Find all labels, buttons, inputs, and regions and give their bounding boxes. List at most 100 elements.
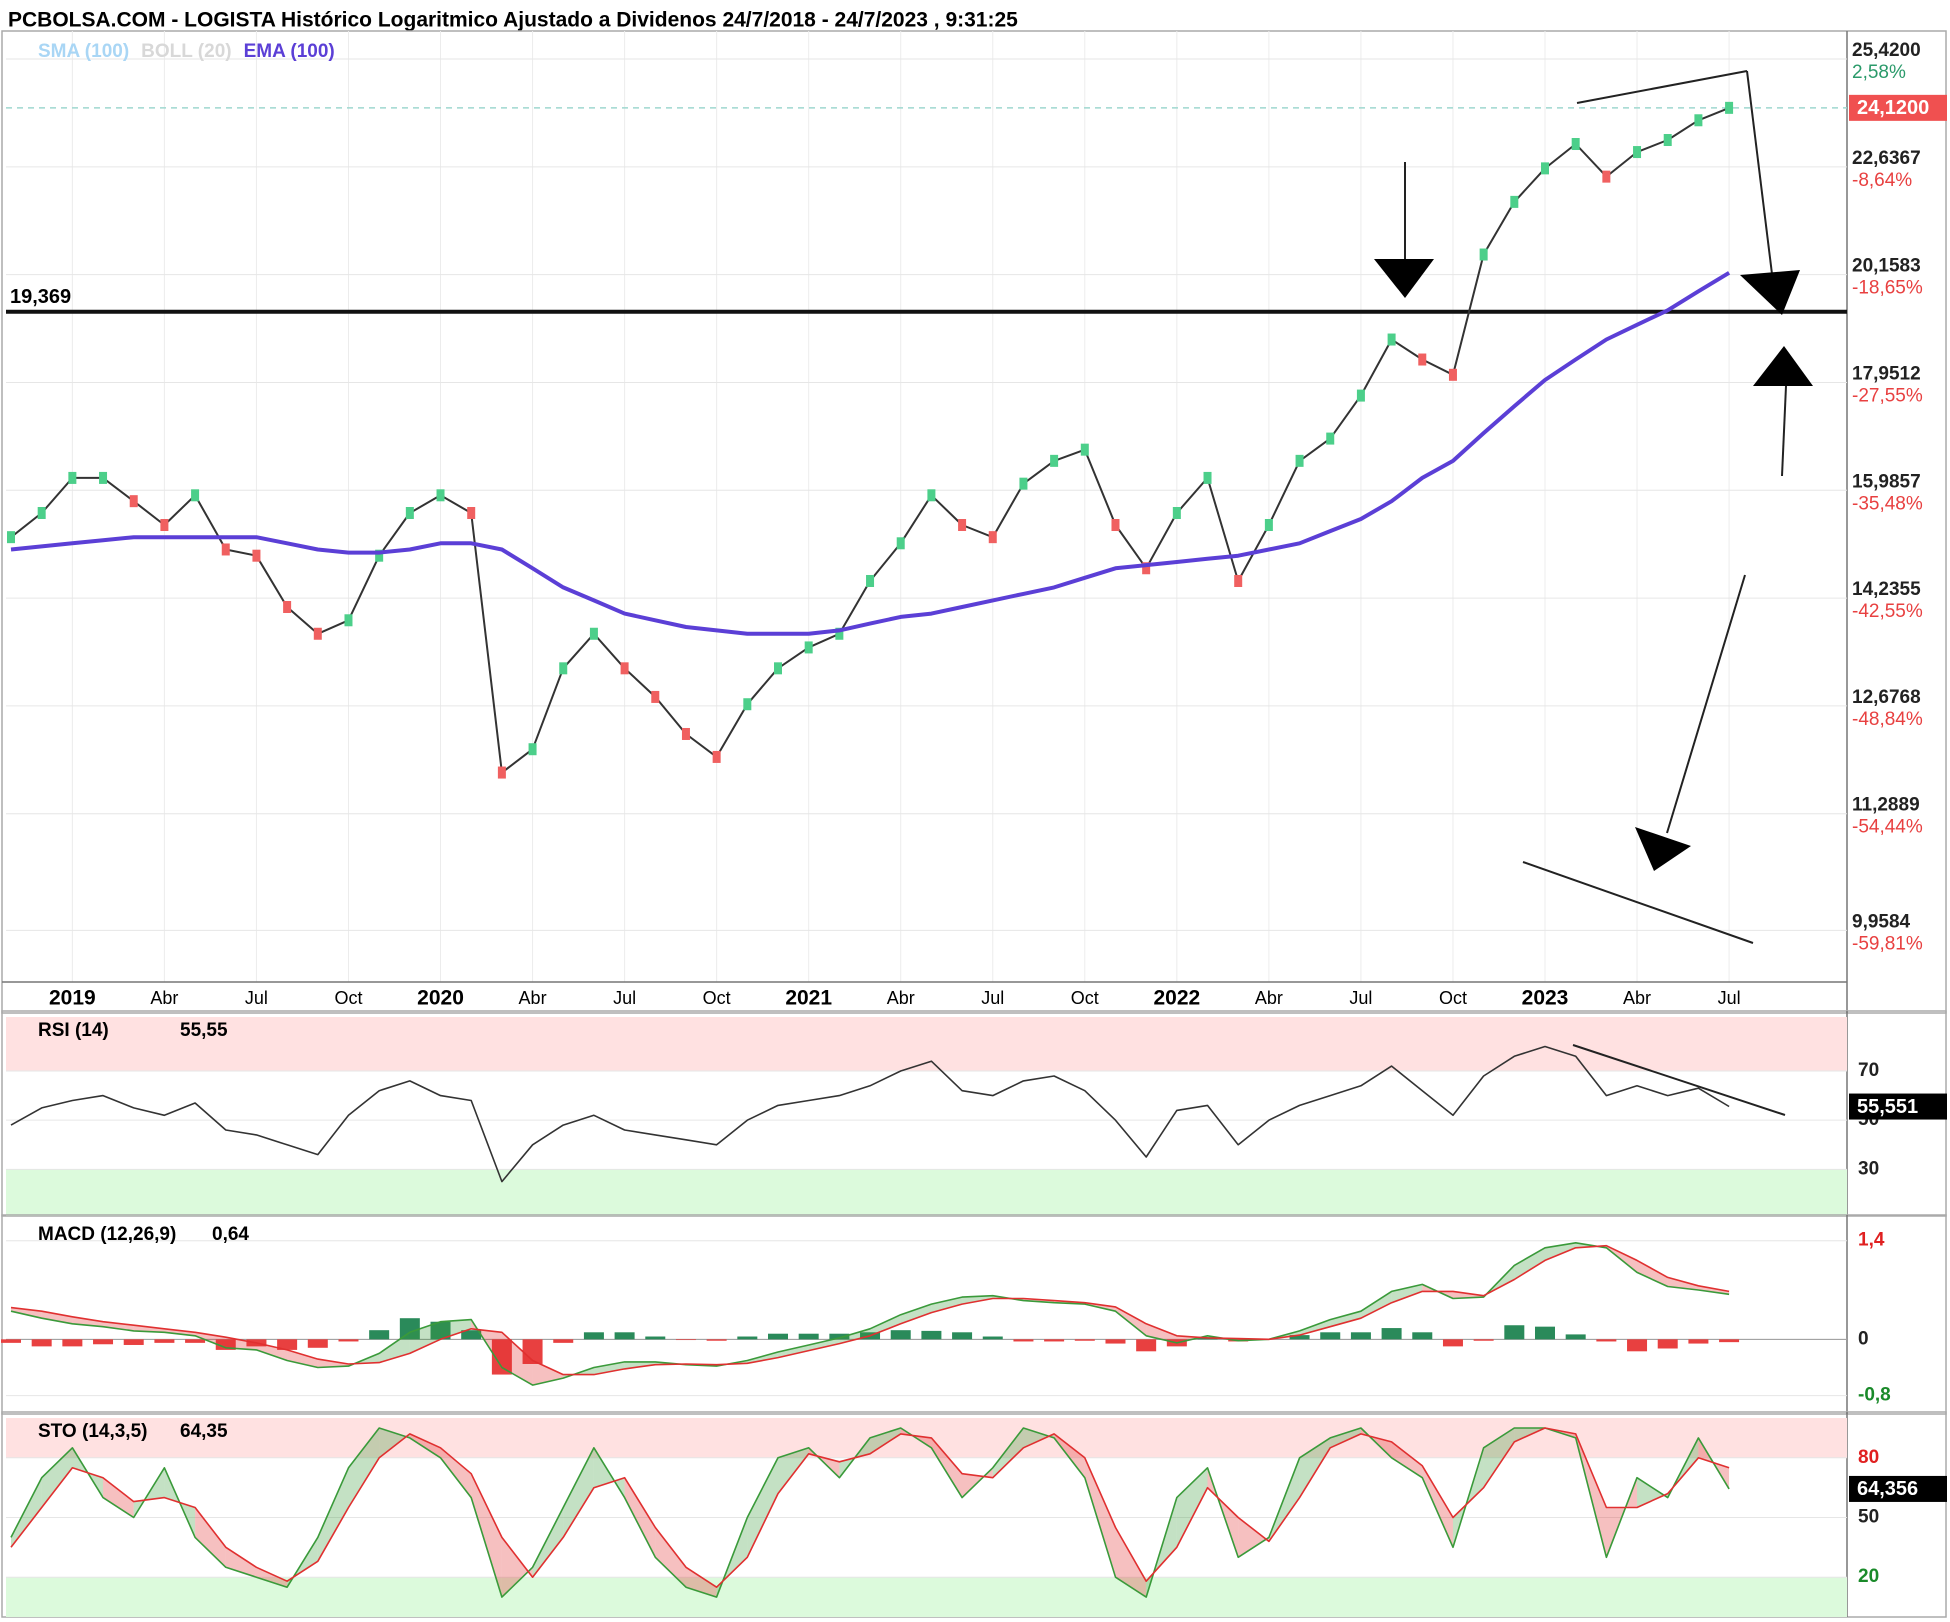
x-tick-label: Abr — [1255, 988, 1283, 1008]
histogram-bar — [553, 1339, 574, 1343]
cross-fill — [317, 1359, 349, 1368]
arrow-shaft — [1781, 385, 1787, 477]
histogram-bar — [890, 1330, 911, 1340]
histogram-bar — [461, 1330, 482, 1340]
y-tick-label: 9,9584 — [1852, 911, 1911, 932]
price-line — [10, 106, 1730, 774]
y-tick-change: -8,64% — [1852, 170, 1912, 191]
arrow-head — [1374, 259, 1434, 298]
histogram-bar — [185, 1339, 206, 1343]
histogram-bar — [369, 1330, 390, 1340]
cross-fill — [225, 1337, 257, 1350]
cross-fill — [870, 1427, 901, 1454]
indicator-value: 55,55 — [180, 1020, 228, 1041]
price-candle — [774, 662, 782, 675]
y-tick-label: 70 — [1858, 1060, 1879, 1081]
price-candle — [1050, 454, 1059, 467]
cross-fill — [1115, 1527, 1147, 1598]
cross-fill — [317, 1467, 349, 1562]
cross-fill — [532, 1507, 564, 1578]
x-tick-label: Jul — [245, 988, 268, 1008]
cross-fill — [1422, 1465, 1453, 1548]
histogram-bar — [1320, 1332, 1341, 1340]
price-candle — [896, 537, 905, 550]
histogram-bar — [154, 1339, 175, 1343]
price-candle — [1203, 471, 1212, 484]
histogram-bar — [675, 1339, 696, 1341]
histogram-bar — [921, 1330, 942, 1340]
price-candle — [1510, 195, 1519, 208]
cross-fill — [931, 1297, 963, 1313]
cross-fill — [1176, 1467, 1208, 1548]
cross-fill — [164, 1328, 196, 1336]
oversold-zone — [6, 1169, 1847, 1216]
price-candle — [1172, 507, 1181, 520]
histogram-bar — [1, 1339, 21, 1343]
legend-item: SMA (100) — [38, 41, 129, 62]
histogram-bar — [215, 1339, 236, 1350]
y-tick-label: 80 — [1858, 1447, 1879, 1468]
arrow-shaft — [1666, 574, 1746, 834]
cross-fill — [103, 1477, 134, 1518]
cross-fill — [1391, 1284, 1423, 1303]
panel-frame — [1, 1214, 1947, 1415]
arrow-head — [1635, 827, 1691, 871]
price-candle — [1479, 248, 1488, 261]
histogram-bar — [645, 1336, 666, 1340]
price-candle — [37, 507, 46, 520]
x-tick-label: 2021 — [785, 987, 832, 1010]
cross-fill — [287, 1349, 318, 1368]
histogram-bar — [1013, 1339, 1034, 1342]
rsi-line — [10, 1045, 1730, 1183]
price-candle — [743, 698, 752, 711]
k-line — [10, 1427, 1730, 1598]
cross-fill — [379, 1427, 410, 1458]
cross-fill — [440, 1319, 472, 1340]
cross-fill — [11, 1307, 42, 1319]
price-candle — [221, 543, 230, 556]
arrow-head — [1753, 346, 1813, 386]
cross-fill — [747, 1457, 778, 1558]
cross-fill — [1115, 1306, 1147, 1336]
histogram-bar — [982, 1336, 1003, 1340]
y-tick-label: 22,6367 — [1852, 148, 1921, 169]
histogram-bar — [1381, 1328, 1402, 1340]
price-candle — [1387, 333, 1396, 346]
trend-line — [1576, 70, 1748, 104]
cross-fill — [900, 1304, 932, 1324]
histogram-bar — [1504, 1325, 1525, 1340]
y-tick-change: -35,48% — [1852, 493, 1923, 514]
histogram-bar — [798, 1333, 819, 1340]
price-candle — [1725, 101, 1734, 114]
y-tick-label: 30 — [1858, 1158, 1879, 1179]
histogram-bar — [1136, 1339, 1157, 1352]
histogram-bar — [1688, 1339, 1709, 1344]
cross-fill — [563, 1367, 594, 1379]
price-candle — [1234, 574, 1243, 587]
histogram-bar — [31, 1339, 52, 1347]
cross-fill — [41, 1311, 73, 1324]
price-candle — [283, 600, 292, 613]
x-tick-label: Oct — [334, 988, 362, 1008]
x-tick-label: Abr — [887, 988, 915, 1008]
x-tick-label: 2022 — [1153, 987, 1200, 1010]
cross-fill — [778, 1447, 809, 1494]
last-value-label: 24,1200 — [1857, 97, 1929, 119]
price-candle — [1663, 134, 1672, 147]
histogram-bar — [1105, 1339, 1126, 1344]
cross-fill — [103, 1321, 134, 1331]
price-candle — [436, 489, 445, 502]
y-tick-label: 1,4 — [1858, 1230, 1885, 1251]
annotations — [1374, 70, 1813, 1116]
ema-line — [10, 271, 1731, 636]
histogram-bar — [1596, 1339, 1617, 1342]
histogram-bar — [307, 1339, 328, 1348]
cross-fill — [931, 1437, 963, 1498]
price-candle — [866, 574, 875, 587]
histogram-bar — [93, 1339, 114, 1345]
y-tick-label: 11,2889 — [1852, 795, 1920, 816]
cross-fill — [41, 1447, 73, 1508]
cross-fill — [1637, 1260, 1668, 1287]
